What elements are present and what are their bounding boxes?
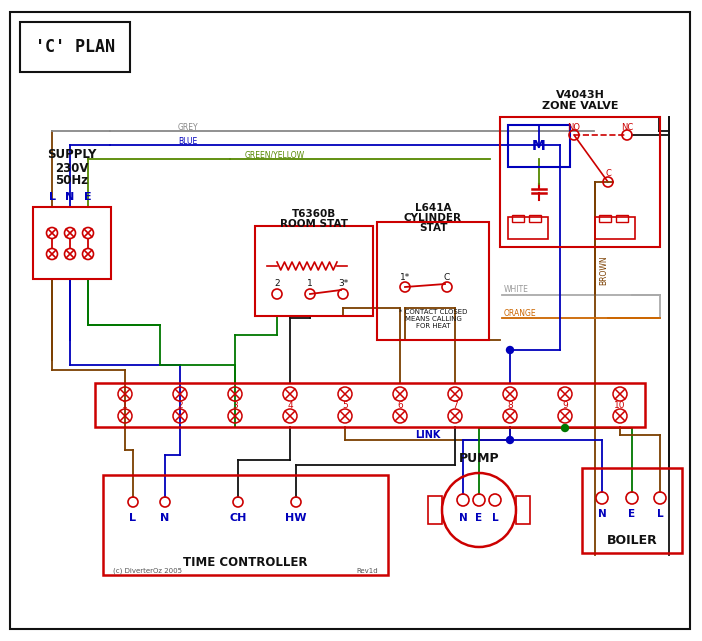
Text: N: N [597, 509, 607, 519]
Text: L: L [48, 192, 55, 202]
Text: 4: 4 [287, 401, 293, 410]
Text: 8: 8 [507, 401, 513, 410]
Text: V4043H: V4043H [555, 90, 604, 100]
Bar [595, 217, 635, 239]
Bar [103, 475, 388, 575]
Circle shape [507, 437, 513, 444]
Text: E: E [628, 509, 635, 519]
Bar [377, 222, 489, 340]
Text: (c) DiverterOz 2005: (c) DiverterOz 2005 [113, 568, 182, 574]
Circle shape [562, 424, 569, 431]
Text: GREEN/YELLOW: GREEN/YELLOW [245, 151, 305, 160]
Text: 1: 1 [307, 279, 313, 288]
Text: 5: 5 [342, 401, 348, 410]
Text: L641A: L641A [415, 203, 451, 213]
Text: CH: CH [230, 513, 246, 523]
Bar [508, 125, 570, 167]
Text: TIME CONTROLLER: TIME CONTROLLER [183, 556, 307, 569]
Text: N: N [65, 192, 74, 202]
Text: GREY: GREY [178, 122, 199, 131]
Bar [255, 226, 373, 316]
Bar [512, 215, 524, 222]
Text: L: L [656, 509, 663, 519]
Text: 10: 10 [614, 401, 625, 410]
Text: L: L [491, 513, 498, 523]
Bar [582, 468, 682, 553]
Text: 2: 2 [177, 401, 183, 410]
Text: BLUE: BLUE [178, 137, 197, 146]
Bar [33, 207, 111, 279]
Text: ROOM STAT: ROOM STAT [280, 219, 348, 229]
Text: NC: NC [621, 122, 633, 131]
Text: E: E [475, 513, 482, 523]
Text: M: M [532, 139, 546, 153]
Text: 3: 3 [232, 401, 238, 410]
Bar [529, 215, 541, 222]
Text: 50Hz: 50Hz [55, 174, 88, 188]
Text: 2: 2 [274, 279, 280, 288]
Text: 1: 1 [122, 401, 128, 410]
Text: N: N [458, 513, 468, 523]
Text: LINK: LINK [415, 430, 440, 440]
Text: 7: 7 [452, 401, 458, 410]
Text: 'C' PLAN: 'C' PLAN [35, 38, 115, 56]
Text: BOILER: BOILER [607, 533, 657, 547]
Text: BROWN: BROWN [599, 255, 608, 285]
Text: 3*: 3* [338, 279, 348, 288]
Bar [599, 215, 611, 222]
Text: C: C [444, 272, 450, 281]
Text: T6360B: T6360B [292, 209, 336, 219]
Bar [500, 117, 660, 247]
Text: WHITE: WHITE [504, 285, 529, 294]
Text: ORANGE: ORANGE [504, 308, 536, 317]
Text: E: E [84, 192, 92, 202]
Text: SUPPLY: SUPPLY [47, 149, 97, 162]
Bar [95, 383, 645, 427]
Text: ZONE VALVE: ZONE VALVE [542, 101, 618, 111]
Text: N: N [160, 513, 170, 523]
Text: 1*: 1* [400, 272, 410, 281]
Text: 6: 6 [397, 401, 403, 410]
Text: L: L [129, 513, 136, 523]
Circle shape [507, 347, 513, 353]
Text: 9: 9 [562, 401, 568, 410]
Text: 230V: 230V [55, 162, 88, 174]
Text: HW: HW [285, 513, 307, 523]
Bar [616, 215, 628, 222]
Text: NO: NO [567, 122, 581, 131]
Text: * CONTACT CLOSED
MEANS CALLING
FOR HEAT: * CONTACT CLOSED MEANS CALLING FOR HEAT [399, 309, 468, 329]
Text: STAT: STAT [419, 223, 447, 233]
Bar [428, 496, 442, 524]
Bar [516, 496, 530, 524]
Text: C: C [605, 169, 611, 178]
Bar [508, 217, 548, 239]
Text: Rev1d: Rev1d [357, 568, 378, 574]
Bar [20, 22, 130, 72]
Text: CYLINDER: CYLINDER [404, 213, 462, 223]
Text: PUMP: PUMP [458, 451, 499, 465]
